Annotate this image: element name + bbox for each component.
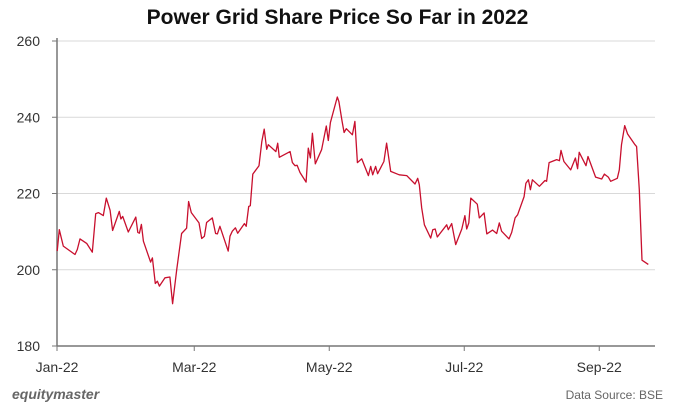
- x-tick-label: May-22: [306, 359, 353, 375]
- x-tick-label: Jul-22: [445, 359, 483, 375]
- chart-title: Power Grid Share Price So Far in 2022: [146, 6, 529, 29]
- y-tick-label: 260: [17, 33, 41, 49]
- data-source: Data Source: BSE: [565, 388, 663, 402]
- x-tick-label: Mar-22: [172, 359, 217, 375]
- y-tick-label: 180: [17, 338, 41, 354]
- x-tick-label: Sep-22: [577, 359, 622, 375]
- y-tick-label: 220: [17, 186, 41, 202]
- y-tick-label: 240: [17, 109, 41, 125]
- y-tick-label: 200: [17, 262, 41, 278]
- brand-logo: equitymaster: [12, 386, 100, 402]
- price-line-series: [56, 96, 649, 305]
- x-tick-label: Jan-22: [36, 359, 79, 375]
